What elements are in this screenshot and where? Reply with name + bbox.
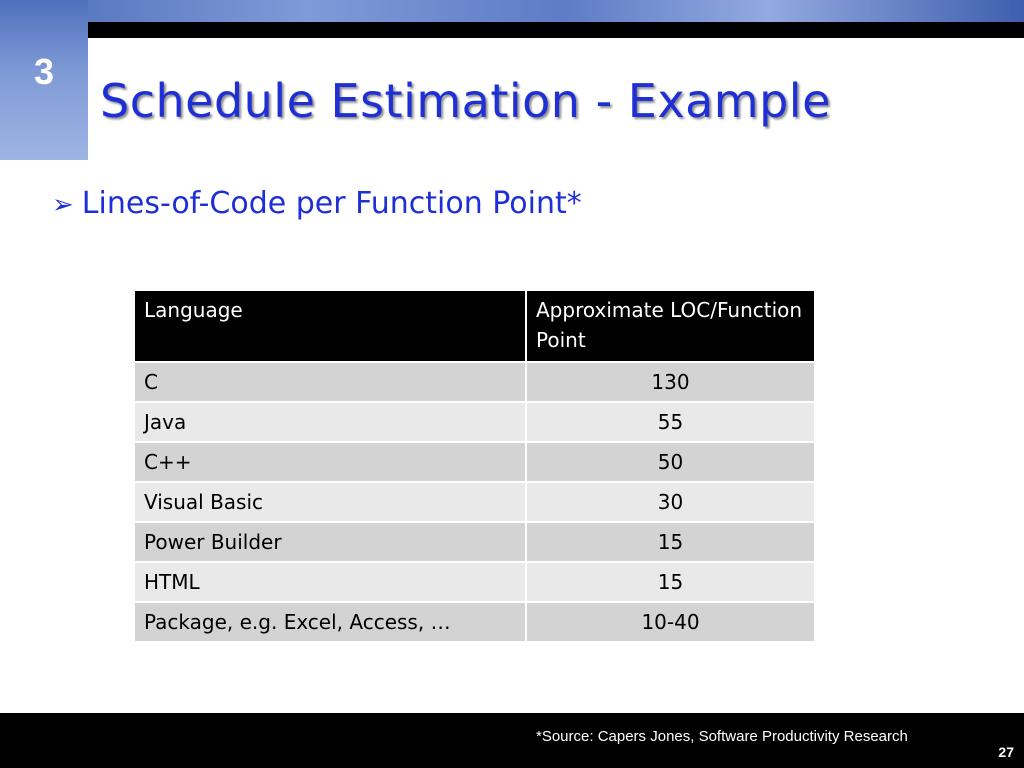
arrow-bullet-icon: ➢ — [52, 190, 74, 220]
cell-language: Power Builder — [133, 521, 527, 563]
table-row: Power Builder 15 — [133, 521, 816, 563]
cell-language: Package, e.g. Excel, Access, … — [133, 601, 527, 643]
cell-loc: 15 — [525, 561, 816, 603]
cell-language: HTML — [133, 561, 527, 603]
table-row: Java 55 — [133, 401, 816, 443]
header-rule — [88, 22, 1024, 38]
footer-bar — [0, 713, 1024, 768]
source-note: *Source: Capers Jones, Software Producti… — [536, 728, 908, 745]
slide-title: Schedule Estimation - Example — [100, 74, 831, 128]
column-header-language: Language — [133, 289, 527, 363]
cell-language: C — [133, 361, 527, 403]
table-row: HTML 15 — [133, 561, 816, 603]
chapter-tab — [0, 0, 88, 160]
table-row: C++ 50 — [133, 441, 816, 483]
cell-language: Java — [133, 401, 527, 443]
table-header-row: Language Approximate LOC/Function Point — [133, 289, 816, 363]
table-row: C 130 — [133, 361, 816, 403]
cell-loc: 30 — [525, 481, 816, 523]
chapter-number: 3 — [33, 51, 55, 92]
column-header-loc: Approximate LOC/Function Point — [525, 289, 816, 363]
cell-loc: 55 — [525, 401, 816, 443]
cell-language: Visual Basic — [133, 481, 527, 523]
bullet-text: Lines-of-Code per Function Point* — [81, 186, 582, 221]
cell-loc: 50 — [525, 441, 816, 483]
table-row: Visual Basic 30 — [133, 481, 816, 523]
cell-loc: 15 — [525, 521, 816, 563]
cell-loc: 130 — [525, 361, 816, 403]
cell-language: C++ — [133, 441, 527, 483]
table-row: Package, e.g. Excel, Access, … 10-40 — [133, 601, 816, 643]
cell-loc: 10-40 — [525, 601, 816, 643]
bullet-item: ➢ Lines-of-Code per Function Point* — [52, 182, 582, 227]
loc-table: Language Approximate LOC/Function Point … — [133, 289, 816, 643]
page-number: 27 — [998, 744, 1014, 760]
